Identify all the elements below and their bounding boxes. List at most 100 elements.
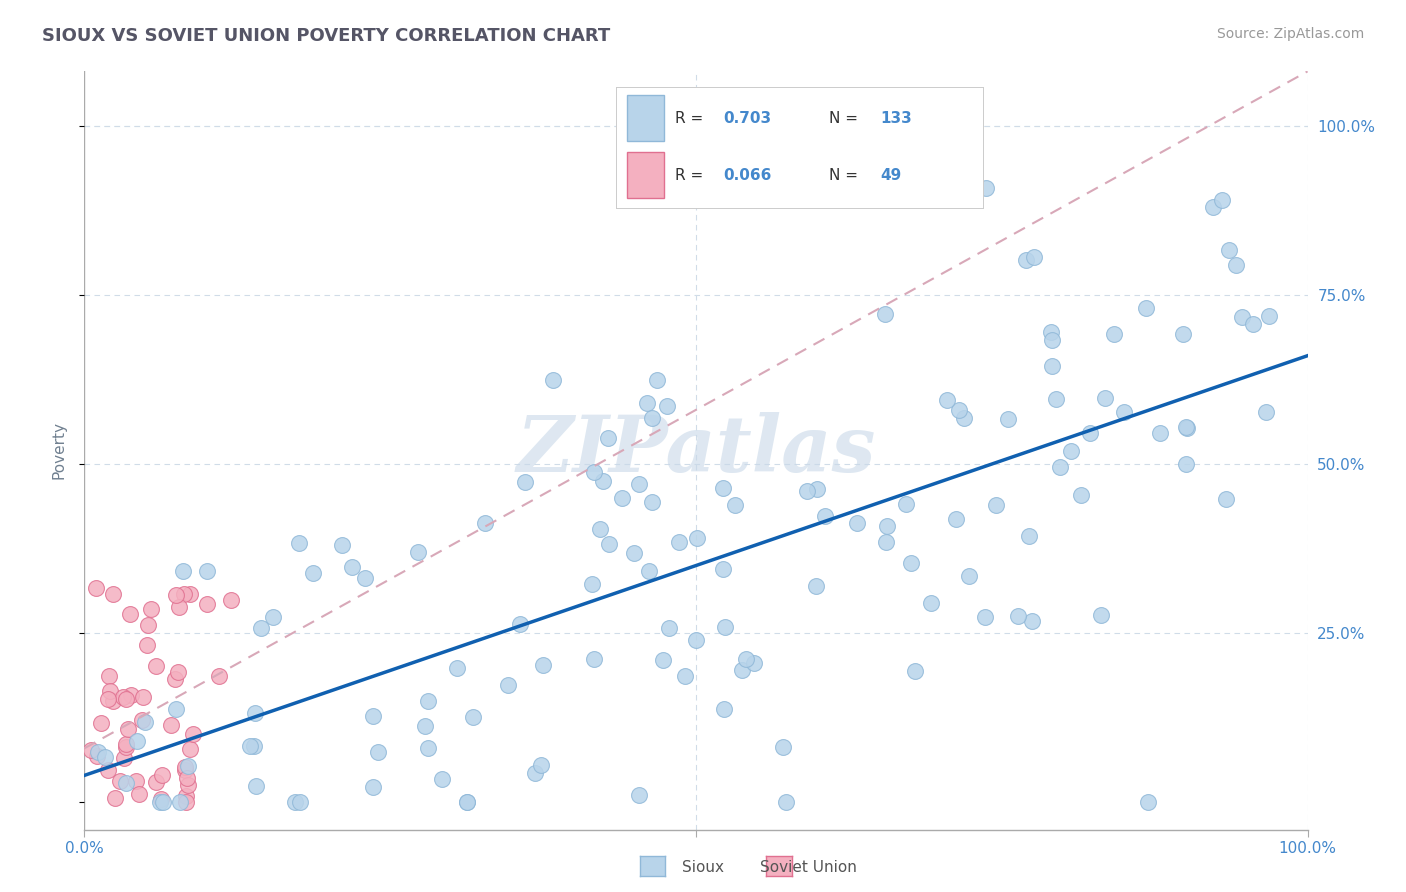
Point bbox=[637, 564, 659, 578]
Point bbox=[713, 702, 735, 716]
Point bbox=[887, 161, 910, 175]
Point bbox=[245, 779, 267, 793]
Point bbox=[208, 669, 231, 683]
Point bbox=[174, 789, 197, 804]
Point bbox=[582, 465, 605, 479]
Point bbox=[513, 475, 536, 489]
Point bbox=[361, 709, 384, 723]
Point bbox=[172, 564, 194, 578]
Point bbox=[772, 739, 794, 754]
Point bbox=[623, 546, 645, 560]
Point bbox=[330, 538, 353, 552]
Point bbox=[1094, 391, 1116, 405]
Text: SIOUX VS SOVIET UNION POVERTY CORRELATION CHART: SIOUX VS SOVIET UNION POVERTY CORRELATIO… bbox=[42, 27, 610, 45]
Point bbox=[97, 763, 120, 777]
Point bbox=[456, 796, 478, 810]
Point bbox=[1136, 796, 1159, 810]
Point bbox=[120, 688, 142, 702]
Point bbox=[1258, 309, 1281, 323]
Point bbox=[179, 742, 201, 756]
Point bbox=[775, 796, 797, 810]
Point bbox=[873, 308, 896, 322]
Point bbox=[177, 759, 200, 773]
Point bbox=[115, 776, 138, 790]
Point bbox=[284, 796, 307, 810]
Point bbox=[242, 739, 264, 754]
Point bbox=[1090, 608, 1112, 623]
Point bbox=[610, 491, 633, 505]
Point bbox=[80, 743, 103, 757]
Point bbox=[1202, 200, 1225, 214]
Point bbox=[668, 535, 690, 549]
Point bbox=[245, 706, 267, 721]
Point bbox=[651, 653, 673, 667]
Point bbox=[1024, 250, 1046, 264]
Point bbox=[86, 581, 108, 595]
Point bbox=[524, 765, 547, 780]
Point bbox=[686, 532, 709, 546]
Point bbox=[115, 740, 138, 755]
Point bbox=[98, 683, 121, 698]
Point bbox=[160, 718, 183, 732]
Point bbox=[796, 483, 818, 498]
Point bbox=[367, 746, 389, 760]
Point bbox=[592, 474, 614, 488]
Point bbox=[959, 569, 981, 583]
Point bbox=[179, 587, 201, 601]
Point bbox=[219, 593, 242, 607]
Point bbox=[846, 516, 869, 531]
Point bbox=[900, 556, 922, 570]
Point bbox=[354, 571, 377, 585]
Point bbox=[1078, 425, 1101, 440]
Point bbox=[134, 714, 156, 729]
Point bbox=[636, 395, 658, 409]
Point bbox=[582, 652, 605, 666]
Point bbox=[814, 509, 837, 524]
Point bbox=[724, 498, 747, 512]
Point bbox=[974, 180, 997, 194]
Text: Sioux: Sioux bbox=[682, 860, 724, 874]
Point bbox=[177, 778, 200, 792]
Point bbox=[446, 660, 468, 674]
Point bbox=[673, 669, 696, 683]
Point bbox=[904, 664, 927, 678]
Point bbox=[581, 577, 603, 591]
Point bbox=[136, 639, 159, 653]
Point bbox=[953, 411, 976, 425]
Point bbox=[713, 482, 735, 496]
Point bbox=[415, 719, 437, 733]
Point bbox=[1175, 421, 1198, 435]
Point bbox=[169, 796, 191, 810]
Point bbox=[101, 694, 124, 708]
Point bbox=[239, 739, 262, 753]
Point bbox=[152, 796, 174, 810]
Point bbox=[945, 511, 967, 525]
Point bbox=[120, 607, 142, 622]
Point bbox=[110, 774, 132, 789]
Point bbox=[894, 497, 917, 511]
Point bbox=[302, 566, 325, 581]
Point bbox=[288, 536, 311, 550]
Point bbox=[149, 796, 172, 810]
Point bbox=[1045, 392, 1067, 407]
Point bbox=[658, 621, 681, 635]
Point bbox=[598, 536, 620, 550]
Point bbox=[734, 651, 756, 665]
Point bbox=[984, 498, 1007, 512]
Point bbox=[408, 545, 430, 559]
Point bbox=[128, 787, 150, 801]
Point bbox=[1040, 359, 1063, 374]
Point bbox=[731, 663, 754, 677]
Point bbox=[875, 535, 897, 549]
Point bbox=[262, 609, 284, 624]
Point bbox=[742, 656, 765, 670]
Point bbox=[342, 559, 364, 574]
Point bbox=[141, 602, 163, 616]
Point bbox=[804, 579, 827, 593]
Point bbox=[1173, 326, 1195, 341]
Point bbox=[169, 599, 191, 614]
Point bbox=[165, 672, 187, 686]
Text: Source: ZipAtlas.com: Source: ZipAtlas.com bbox=[1216, 27, 1364, 41]
Point bbox=[165, 588, 187, 602]
Point bbox=[195, 564, 218, 578]
